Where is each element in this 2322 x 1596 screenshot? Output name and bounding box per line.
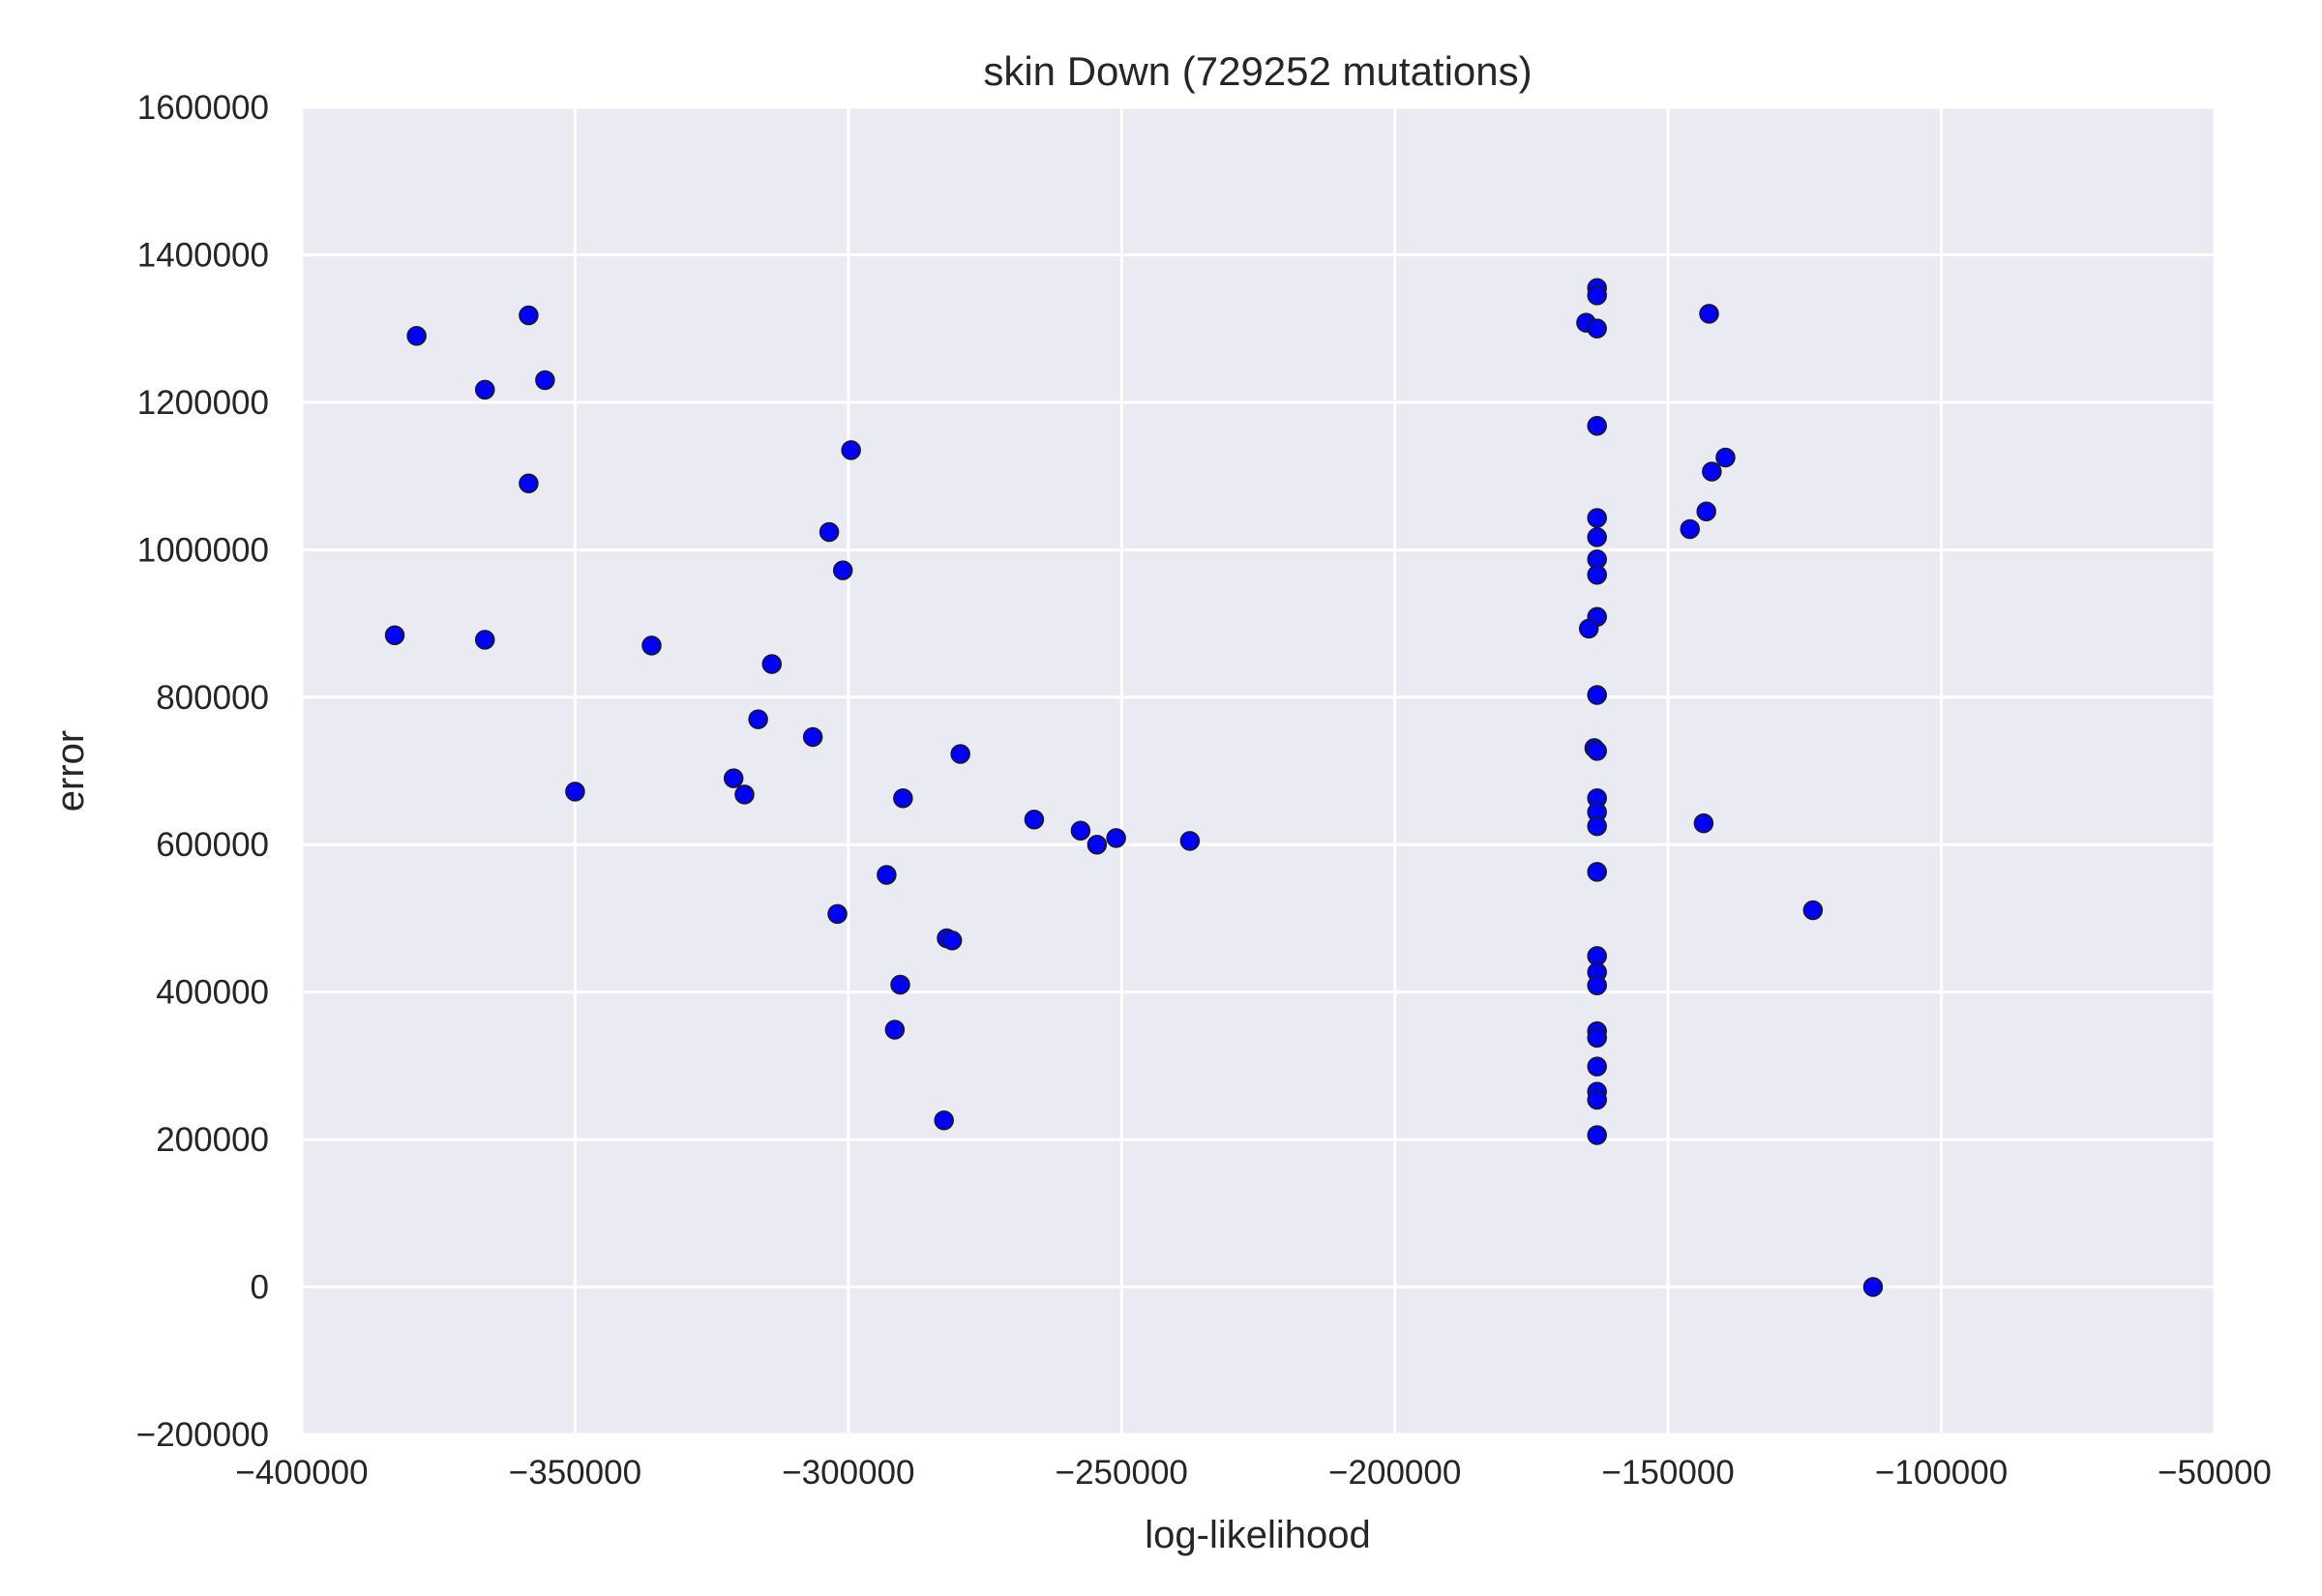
x-tick-label: −300000 <box>782 1454 914 1492</box>
data-point <box>519 473 539 493</box>
data-point <box>1106 828 1126 848</box>
data-point <box>877 865 897 885</box>
y-tick-label: 200000 <box>156 1121 269 1159</box>
data-point <box>1587 508 1607 528</box>
data-point <box>641 635 662 656</box>
data-point <box>841 440 861 460</box>
data-point <box>827 903 848 925</box>
data-point <box>1587 416 1607 436</box>
data-point <box>1715 447 1736 468</box>
data-point <box>474 379 495 400</box>
x-axis-label: log-likelihood <box>1145 1514 1370 1556</box>
data-point <box>1587 1027 1607 1049</box>
y-tick-label: 1000000 <box>137 531 269 569</box>
grid <box>300 105 2217 1436</box>
data-point <box>1587 815 1607 837</box>
data-point <box>474 630 495 650</box>
data-point <box>832 560 853 580</box>
data-point <box>1587 862 1607 882</box>
data-point <box>893 787 913 809</box>
data-point <box>748 709 768 729</box>
chart-title: skin Down (729252 mutations) <box>983 48 1532 94</box>
data-point <box>934 1110 954 1131</box>
data-point <box>890 974 910 995</box>
y-tick-label: 600000 <box>156 826 269 864</box>
data-point <box>1587 1056 1607 1077</box>
y-tick-label: 800000 <box>156 679 269 717</box>
x-tick-label: −400000 <box>235 1454 368 1492</box>
data-point <box>1587 741 1607 761</box>
data-point <box>1587 285 1607 306</box>
data-point <box>519 305 539 326</box>
x-tick-label: −350000 <box>509 1454 641 1492</box>
x-tick-label: −200000 <box>1328 1454 1461 1492</box>
data-point <box>1680 518 1700 540</box>
data-point <box>1587 975 1607 996</box>
y-tick-label: −200000 <box>136 1416 269 1454</box>
data-point <box>761 654 783 674</box>
data-point <box>384 625 405 646</box>
data-point <box>723 768 744 788</box>
data-point <box>1179 831 1201 851</box>
data-point <box>1578 618 1599 639</box>
data-point <box>734 784 755 805</box>
y-tick-label: 1200000 <box>137 384 269 422</box>
x-tick-label: −150000 <box>1602 1454 1735 1492</box>
data-point <box>941 931 963 951</box>
x-axis-ticks: −400000 −350000 −300000 −250000 −200000 −1500… <box>235 1454 2272 1492</box>
y-tick-label: 1600000 <box>137 89 269 127</box>
data-point <box>950 744 970 764</box>
data-point <box>1087 834 1108 855</box>
data-point <box>1802 900 1824 921</box>
data-point <box>1587 564 1607 585</box>
data-point <box>1587 685 1607 705</box>
y-tick-label: 400000 <box>156 974 269 1012</box>
data-point <box>819 521 840 543</box>
data-point <box>1699 304 1719 324</box>
data-point <box>1702 461 1722 482</box>
data-point <box>1587 527 1607 547</box>
data-point <box>1696 501 1716 521</box>
data-point <box>884 1020 906 1040</box>
y-tick-label: 0 <box>251 1269 269 1307</box>
x-tick-label: −250000 <box>1056 1454 1188 1492</box>
y-axis-ticks: −200000 0 200000 400000 600000 800000 1000000 1… <box>136 89 269 1454</box>
data-point <box>565 782 585 802</box>
data-point <box>802 726 823 748</box>
data-point <box>1070 820 1091 841</box>
data-point <box>1862 1277 1884 1297</box>
y-tick-label: 1400000 <box>137 236 269 274</box>
data-point <box>1587 1125 1607 1145</box>
data-point <box>406 326 427 346</box>
data-point <box>1693 813 1714 834</box>
data-point <box>535 369 555 391</box>
data-points <box>384 278 1884 1297</box>
data-point <box>1024 810 1045 830</box>
x-tick-label: −50000 <box>2158 1454 2272 1492</box>
plot-area <box>302 107 2215 1434</box>
data-point <box>1587 318 1607 339</box>
y-axis-label: error <box>49 730 92 812</box>
x-tick-label: −100000 <box>1875 1454 2008 1492</box>
data-point <box>1587 1089 1607 1110</box>
